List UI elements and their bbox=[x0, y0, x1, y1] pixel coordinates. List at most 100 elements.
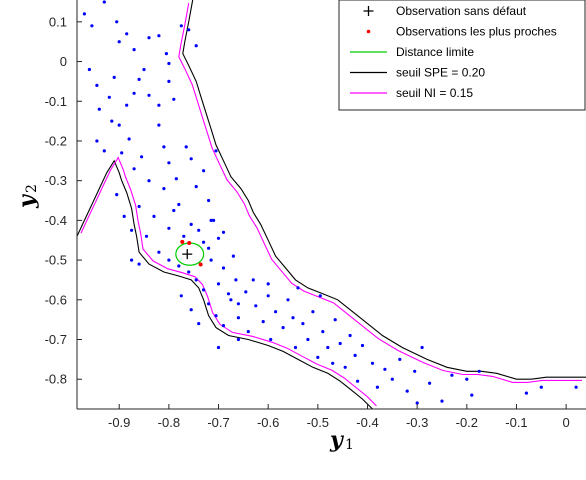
observation-point bbox=[115, 20, 119, 24]
observation-point bbox=[333, 318, 337, 322]
observation-point bbox=[107, 95, 111, 99]
observation-point bbox=[125, 32, 129, 36]
observation-point bbox=[167, 61, 171, 66]
observation-point bbox=[147, 36, 151, 40]
observation-point bbox=[286, 298, 290, 302]
observation-point bbox=[157, 34, 161, 38]
legend-marker-dot bbox=[366, 29, 371, 34]
observation-point bbox=[266, 282, 270, 286]
observation-point bbox=[470, 393, 474, 397]
observation-point bbox=[172, 208, 176, 213]
observation-point bbox=[465, 377, 469, 381]
x-axis-label: y 1 bbox=[329, 427, 354, 453]
observation-point bbox=[209, 258, 213, 262]
x-axis-label-subscript: 1 bbox=[345, 437, 354, 453]
observation-point bbox=[137, 262, 141, 266]
nearest-observation-point bbox=[180, 239, 185, 244]
observation-point bbox=[147, 179, 151, 183]
x-tick-label: 0 bbox=[563, 415, 570, 430]
observation-point bbox=[102, 0, 106, 4]
ni-threshold-curve bbox=[80, 156, 377, 407]
observation-point bbox=[102, 149, 106, 153]
observation-point bbox=[137, 77, 141, 81]
observation-point bbox=[360, 343, 365, 348]
observation-point bbox=[301, 322, 305, 326]
legend: Observation sans défaut Observations les … bbox=[338, 0, 586, 111]
observation-point bbox=[574, 385, 578, 389]
observation-point bbox=[157, 103, 161, 107]
observation-point bbox=[202, 288, 206, 292]
observation-point bbox=[413, 369, 417, 373]
observation-point bbox=[293, 345, 298, 350]
observation-point bbox=[194, 185, 198, 189]
observation-point bbox=[539, 385, 543, 389]
observation-point bbox=[383, 367, 387, 371]
observation-point bbox=[306, 337, 310, 342]
observation-point bbox=[356, 379, 360, 383]
observation-point bbox=[184, 145, 188, 149]
observation-point bbox=[130, 258, 134, 262]
x-axis-label-main: y bbox=[329, 427, 345, 453]
observation-point bbox=[338, 341, 342, 346]
observation-point bbox=[318, 294, 322, 298]
nearest-observation-point bbox=[187, 241, 192, 246]
y-tick-label: -0.6 bbox=[45, 292, 67, 307]
fault-free-observation-marker bbox=[182, 249, 193, 260]
observation-point bbox=[291, 316, 295, 320]
observation-point bbox=[142, 67, 146, 72]
x-tick-label: -0.9 bbox=[108, 415, 130, 430]
observation-point bbox=[189, 308, 193, 312]
legend-entry-label: Observation sans défaut bbox=[396, 4, 527, 18]
observation-point bbox=[120, 151, 124, 155]
observation-point bbox=[132, 48, 136, 52]
x-tick-label: -0.8 bbox=[158, 415, 180, 430]
axis-ticks: -0.9 -0.8 -0.7 -0.6 -0.5 -0.4 -0.3 -0.2 -0.1 0 0.1… bbox=[45, 0, 586, 430]
observation-point bbox=[97, 107, 101, 111]
observation-point bbox=[137, 204, 141, 209]
spe-threshold-curve bbox=[182, 0, 586, 380]
observation-point bbox=[311, 310, 315, 314]
observation-point bbox=[95, 139, 99, 143]
observation-point bbox=[420, 345, 424, 350]
observation-point bbox=[209, 218, 213, 222]
observation-point bbox=[179, 24, 183, 28]
y-tick-label: -0.7 bbox=[45, 332, 67, 347]
observation-point bbox=[177, 264, 181, 268]
observation-point bbox=[415, 401, 419, 405]
y-tick-label: -0.3 bbox=[45, 173, 67, 188]
y-tick-label: 0 bbox=[60, 54, 67, 69]
legend-entry-label: seuil SPE = 0.20 bbox=[396, 66, 485, 80]
observation-point bbox=[214, 314, 218, 318]
x-tick-label: -0.7 bbox=[207, 415, 229, 430]
observation-point bbox=[189, 222, 193, 226]
y-tick-label: -0.4 bbox=[45, 213, 67, 228]
x-tick-label: -0.5 bbox=[307, 415, 329, 430]
observation-point bbox=[157, 250, 161, 254]
observation-point bbox=[274, 310, 278, 314]
observation-point bbox=[130, 228, 134, 232]
observation-point bbox=[95, 83, 99, 87]
legend-marker-plus bbox=[363, 6, 374, 16]
observation-point bbox=[477, 369, 481, 373]
observation-point bbox=[132, 167, 136, 171]
observation-point bbox=[174, 177, 178, 181]
observation-point bbox=[236, 316, 240, 320]
observation-point bbox=[236, 302, 240, 306]
legend-box bbox=[338, 0, 586, 111]
nearest-observation-point bbox=[198, 262, 203, 267]
observation-point bbox=[167, 161, 171, 165]
ni-threshold-curve bbox=[178, 3, 582, 383]
observation-point bbox=[348, 333, 352, 338]
observation-point bbox=[216, 236, 221, 240]
observation-point bbox=[216, 345, 221, 350]
observation-point bbox=[321, 330, 325, 334]
y-tick-label: -0.1 bbox=[45, 94, 67, 109]
observation-point bbox=[125, 103, 129, 107]
observation-point bbox=[221, 230, 226, 234]
observation-point bbox=[140, 155, 144, 159]
observation-point bbox=[229, 298, 233, 302]
y-tick-label: -0.2 bbox=[45, 133, 67, 148]
x-tick-label: -0.1 bbox=[505, 415, 527, 430]
observation-point bbox=[207, 246, 211, 250]
y-tick-label: -0.8 bbox=[45, 372, 67, 387]
